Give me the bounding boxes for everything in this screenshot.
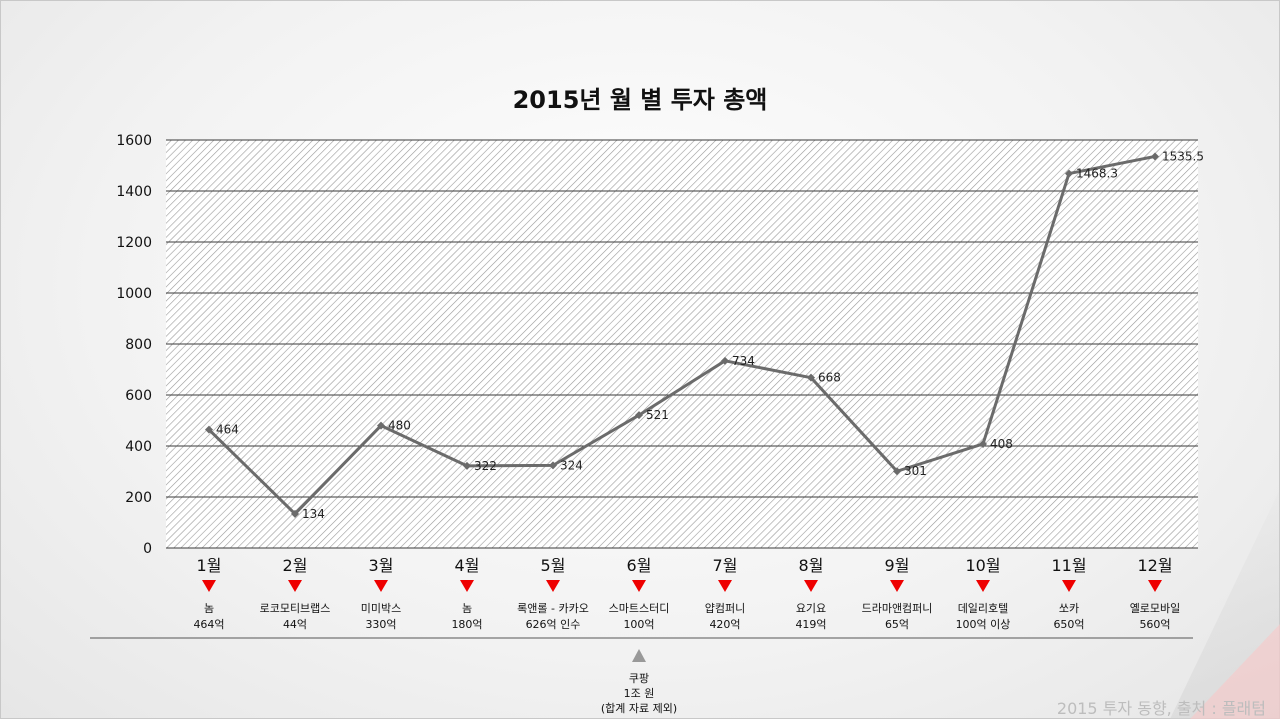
y-tick-label: 400 <box>125 439 152 455</box>
note-company: 미미박스 <box>361 602 401 615</box>
footer-source: 2015 투자 동향, 출처 : 플래텀 <box>1056 699 1266 718</box>
note-company: 요기요 <box>796 602 826 615</box>
down-arrow-icon <box>976 580 990 592</box>
month-labels: 1월 2월 3월 4월 5월 6월 7월 8월 9월 10월 11월 12월 <box>197 556 1173 575</box>
down-arrow-icon <box>632 580 646 592</box>
note-company: 드라마앤컴퍼니 <box>862 602 933 615</box>
note-company: 스마트스터디 <box>609 602 670 615</box>
data-point-marker <box>893 467 901 476</box>
chart-title: 2015년 월 별 투자 총액 <box>512 86 768 114</box>
up-arrow-icon <box>632 649 646 662</box>
y-tick-label: 1000 <box>116 286 152 302</box>
data-label: 324 <box>560 458 583 472</box>
month-label: 6월 <box>627 556 652 575</box>
note-amount: 100억 이상 <box>956 618 1011 631</box>
data-point-marker <box>291 509 299 518</box>
data-point-marker <box>635 411 643 420</box>
month-label: 9월 <box>885 556 910 575</box>
data-label: 521 <box>646 408 669 422</box>
note-amount: 44억 <box>283 618 307 631</box>
note-amount: 626억 인수 <box>526 618 581 631</box>
data-label: 734 <box>732 354 755 368</box>
down-arrow-icon <box>202 580 216 592</box>
down-arrow-icon <box>1148 580 1162 592</box>
data-label: 322 <box>474 459 497 473</box>
excluded-company: 쿠팡 <box>629 672 649 685</box>
month-label: 7월 <box>713 556 738 575</box>
month-label: 5월 <box>541 556 566 575</box>
data-label: 1535.5 <box>1162 149 1204 163</box>
note-amount: 560억 <box>1139 618 1170 631</box>
note-company: 로코모티브랩스 <box>260 602 331 615</box>
data-labels: 464 134 480 322 324 521 734 668 301 408 1468.3 1535… <box>216 149 1204 520</box>
y-axis-ticks: 0 200 400 600 800 1000 1200 1400 1600 <box>116 133 152 557</box>
note-company: 쏘카 <box>1059 602 1079 615</box>
note-amount: 464억 <box>193 618 224 631</box>
month-label: 1월 <box>197 556 222 575</box>
data-point-marker <box>1151 152 1159 161</box>
note-amount: 650억 <box>1053 618 1084 631</box>
data-label: 301 <box>904 464 927 478</box>
excluded-note: 쿠팡 1조 원 (합계 자료 제외) <box>601 649 677 715</box>
note-company: 데일리호텔 <box>958 601 1009 615</box>
month-label: 3월 <box>369 556 394 575</box>
month-label: 8월 <box>799 556 824 575</box>
y-tick-label: 0 <box>143 541 152 557</box>
series-markers <box>205 152 1159 518</box>
data-label: 408 <box>990 437 1013 451</box>
data-point-marker <box>205 425 213 434</box>
note-company: 놈 <box>462 602 472 615</box>
data-point-marker <box>549 461 557 470</box>
y-tick-label: 600 <box>125 388 152 404</box>
down-arrow-icon <box>546 580 560 592</box>
data-point-marker <box>721 356 729 365</box>
month-label: 4월 <box>455 556 480 575</box>
note-amount: 180억 <box>451 618 482 631</box>
data-point-marker <box>463 461 471 470</box>
data-point-marker <box>1065 169 1073 178</box>
down-arrow-icon <box>288 580 302 592</box>
data-point-marker <box>377 421 385 430</box>
y-tick-label: 800 <box>125 337 152 353</box>
series-line <box>207 154 1156 516</box>
note-amount: 65억 <box>885 618 909 631</box>
note-company: 얍컴퍼니 <box>705 602 745 615</box>
month-label: 11월 <box>1051 556 1086 575</box>
data-label: 134 <box>302 507 325 521</box>
data-point-marker <box>807 373 815 382</box>
month-label: 12월 <box>1137 556 1172 575</box>
gridlines <box>166 139 1198 549</box>
data-label: 668 <box>818 371 841 385</box>
investment-notes: 놈 464억 로코모티브랩스 44억 미미박스 330억 놈 180억 록앤롤 - 카카오 626… <box>193 601 1180 631</box>
data-point-marker <box>979 439 987 448</box>
note-amount: 100억 <box>623 618 654 631</box>
data-label: 480 <box>388 419 411 433</box>
y-tick-label: 200 <box>125 490 152 506</box>
excluded-remark: (합계 자료 제외) <box>601 702 677 715</box>
down-arrow-icon <box>890 580 904 592</box>
note-amount: 419억 <box>795 618 826 631</box>
note-company: 옐로모바일 <box>1130 601 1181 615</box>
y-tick-label: 1400 <box>116 184 152 200</box>
down-arrows <box>202 580 1162 592</box>
note-company: 록앤롤 - 카카오 <box>517 602 589 615</box>
data-label: 1468.3 <box>1076 167 1118 181</box>
y-tick-label: 1600 <box>116 133 152 149</box>
note-amount: 420억 <box>709 618 740 631</box>
note-company: 놈 <box>204 602 214 615</box>
down-arrow-icon <box>1062 580 1076 592</box>
down-arrow-icon <box>804 580 818 592</box>
down-arrow-icon <box>718 580 732 592</box>
series-line-path <box>207 154 1156 516</box>
down-arrow-icon <box>374 580 388 592</box>
y-tick-label: 1200 <box>116 235 152 251</box>
month-label: 2월 <box>283 556 308 575</box>
down-arrow-icon <box>460 580 474 592</box>
excluded-amount: 1조 원 <box>624 687 655 700</box>
note-amount: 330억 <box>365 618 396 631</box>
month-label: 10월 <box>965 556 1000 575</box>
data-label: 464 <box>216 423 239 437</box>
